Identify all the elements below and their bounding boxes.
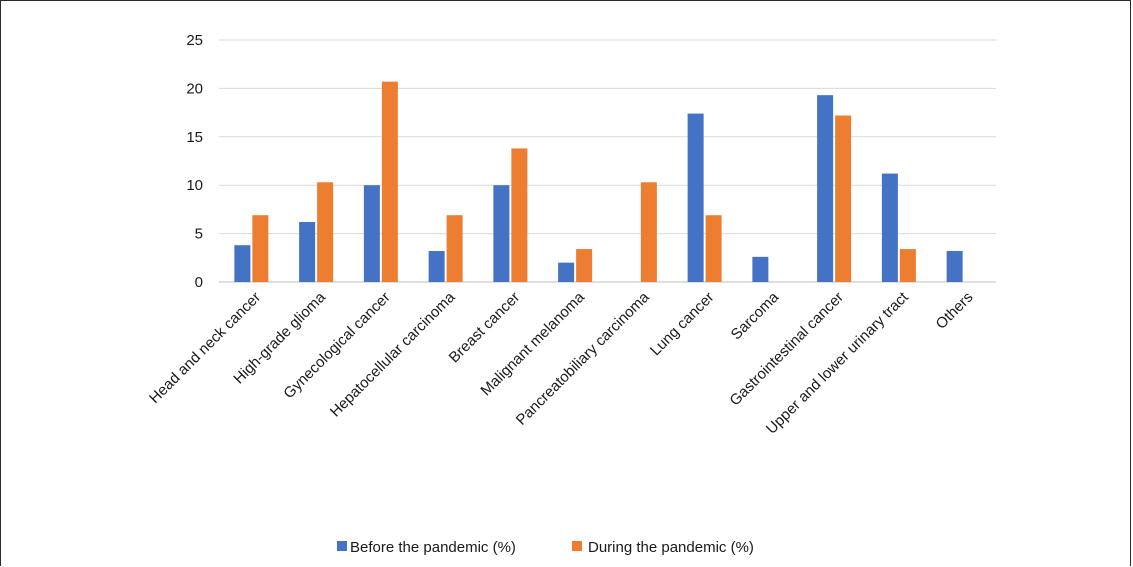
y-tick-label: 10	[186, 177, 203, 194]
y-tick-label: 0	[195, 274, 203, 291]
x-tick-label-others: Others	[933, 289, 977, 333]
x-tick-label-hepatocellular-carcinoma: Hepatocellular carcinoma	[327, 288, 459, 420]
bar-during-upper-and-lower-urinary-tract	[899, 249, 916, 282]
x-tick-label-sarcoma: Sarcoma	[728, 288, 783, 343]
bar-during-high-grade-glioma	[317, 182, 334, 282]
bar-before-lung-cancer	[687, 113, 704, 283]
bar-during-gastrointestinal-cancer	[835, 115, 852, 282]
x-tick-label-pancreatobiliary-carcinoma: Pancreatobiliary carcinoma	[513, 288, 653, 428]
y-axis-ticks: 0 5 10 15 20 25	[186, 32, 203, 291]
legend: Before the pandemic (%) During the pandem…	[337, 539, 754, 556]
legend-swatch-during	[572, 541, 582, 551]
bar-during-lung-cancer	[705, 215, 722, 282]
y-tick-label: 25	[186, 32, 203, 49]
legend-label-before: Before the pandemic (%)	[350, 539, 516, 556]
gridlines	[219, 39, 996, 283]
x-tick-label-gynecological-cancer: Gynecological cancer	[280, 289, 393, 402]
x-tick-label-gastrointestinal-cancer: Gastrointestinal cancer	[726, 289, 846, 409]
legend-swatch-before	[337, 541, 347, 551]
legend-label-during: During the pandemic (%)	[588, 539, 754, 556]
bar-during-malignant-melanoma	[576, 249, 593, 282]
y-tick-label: 5	[195, 226, 203, 243]
bar-before-sarcoma	[752, 256, 769, 282]
bar-before-others	[946, 251, 963, 282]
bar-during-hepatocellular-carcinoma	[446, 215, 463, 282]
bar-before-high-grade-glioma	[299, 221, 316, 282]
bar-before-breast-cancer	[493, 185, 510, 282]
bar-before-gynecological-cancer	[363, 185, 380, 282]
x-tick-label-lung-cancer: Lung cancer	[647, 289, 717, 359]
bars	[234, 81, 963, 283]
x-tick-label-head-and-neck-cancer: Head and neck cancer	[146, 289, 264, 407]
bar-during-gynecological-cancer	[381, 81, 398, 283]
bar-before-gastrointestinal-cancer	[817, 95, 834, 283]
bar-before-hepatocellular-carcinoma	[428, 251, 445, 282]
bar-during-head-and-neck-cancer	[252, 215, 269, 282]
y-tick-label: 20	[186, 80, 203, 97]
bar-during-pancreatobiliary-carcinoma	[640, 182, 657, 282]
y-tick-label: 15	[186, 129, 203, 146]
x-tick-label-upper-and-lower-urinary-tract: Upper and lower urinary tract	[763, 288, 912, 437]
bar-before-upper-and-lower-urinary-tract	[881, 173, 898, 282]
bar-during-breast-cancer	[511, 148, 528, 282]
bar-before-head-and-neck-cancer	[234, 245, 251, 282]
bar-before-malignant-melanoma	[558, 262, 575, 282]
